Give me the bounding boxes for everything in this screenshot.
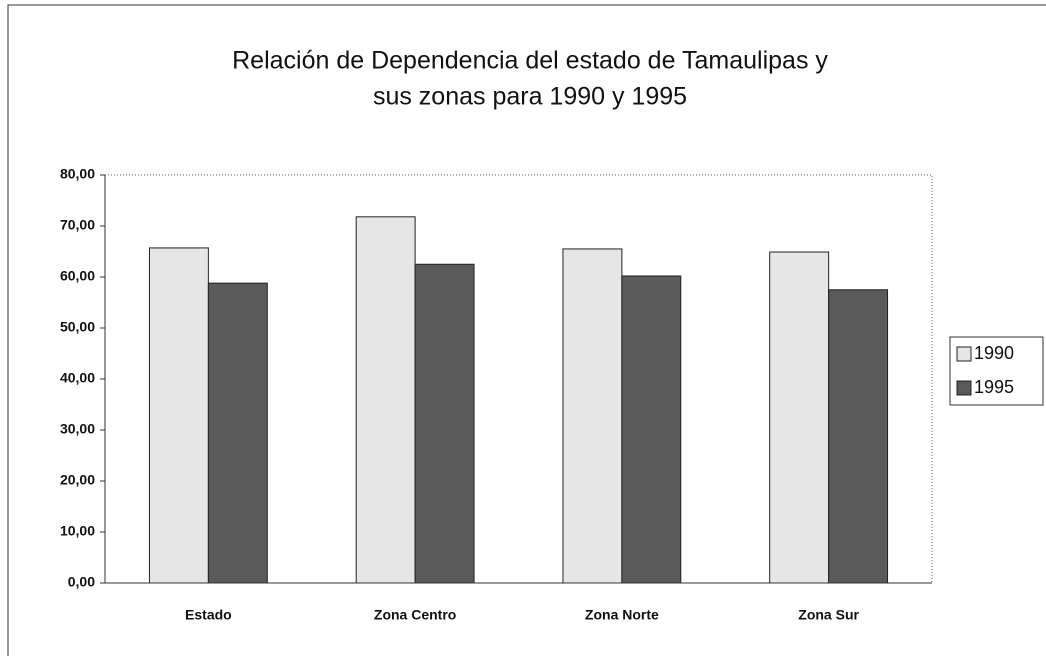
legend-label: 1995 xyxy=(974,377,1014,397)
bar xyxy=(207,282,268,584)
frame xyxy=(7,4,1046,656)
y-tick-label: 10,00 xyxy=(60,523,95,539)
y-tick-label: 70,00 xyxy=(60,217,95,233)
legend-label: 1990 xyxy=(974,343,1014,363)
y-tick-label: 0,00 xyxy=(68,574,95,590)
y-tick-label: 50,00 xyxy=(60,319,95,335)
bar xyxy=(562,248,623,584)
chart-title: Relación de Dependencia del estado de Ta… xyxy=(232,47,828,75)
chart-title: sus zonas para 1990 y 1995 xyxy=(373,83,687,111)
x-tick-label: Zona Sur xyxy=(798,607,859,623)
bar xyxy=(621,275,682,584)
bar xyxy=(828,289,889,584)
legend-swatch xyxy=(956,380,972,396)
bar xyxy=(414,263,475,584)
y-tick-label: 30,00 xyxy=(60,421,95,437)
bar xyxy=(148,247,209,584)
bar xyxy=(769,251,830,584)
y-tick-label: 60,00 xyxy=(60,268,95,284)
bar xyxy=(355,216,416,584)
legend-swatch xyxy=(956,346,972,362)
y-tick-label: 20,00 xyxy=(60,472,95,488)
x-tick-label: Estado xyxy=(185,607,232,623)
x-tick-label: Zona Centro xyxy=(374,607,456,623)
y-tick-label: 40,00 xyxy=(60,370,95,386)
x-tick-label: Zona Norte xyxy=(585,607,659,623)
y-tick-label: 80,00 xyxy=(60,166,95,182)
